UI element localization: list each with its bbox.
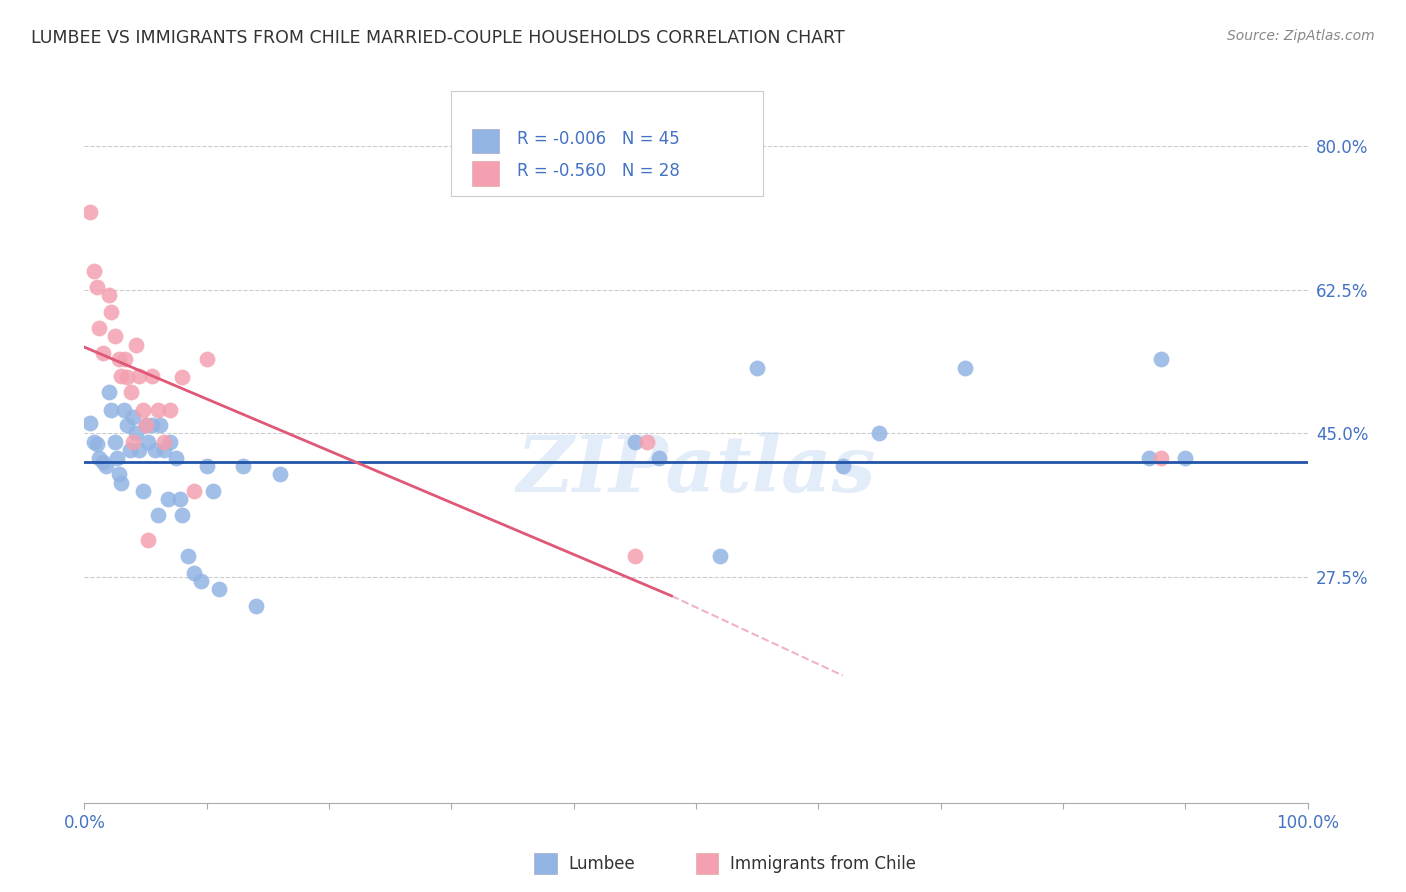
Point (195, 459, 218, 474)
Point (136, 434, 159, 449)
Point (86, 437, 108, 451)
Bar (696, 853, 718, 874)
Point (709, 549, 731, 564)
Text: R = -0.560   N = 28: R = -0.560 N = 28 (517, 162, 681, 180)
Text: Source: ZipAtlas.com: Source: ZipAtlas.com (1227, 29, 1375, 43)
Point (96, 459, 118, 474)
Point (141, 368, 163, 383)
Bar (472, 161, 499, 186)
Point (135, 418, 157, 433)
Point (107, 352, 129, 367)
Point (87, 321, 110, 335)
Point (156, 491, 179, 506)
Point (232, 459, 254, 474)
Point (1137, 450, 1160, 465)
Point (831, 459, 853, 474)
Point (159, 403, 181, 417)
Point (153, 434, 176, 449)
Point (112, 403, 135, 417)
FancyBboxPatch shape (451, 91, 763, 196)
Point (91, 455, 114, 469)
Point (83, 264, 105, 278)
Point (135, 418, 157, 433)
Point (128, 442, 150, 457)
Point (245, 599, 267, 613)
Text: Lumbee: Lumbee (568, 855, 634, 873)
Point (172, 370, 194, 384)
Point (953, 360, 976, 375)
Point (1150, 450, 1173, 465)
Point (114, 352, 136, 367)
Point (122, 409, 145, 424)
Point (91, 346, 114, 360)
Point (190, 574, 212, 588)
Point (624, 549, 647, 564)
Point (97, 385, 120, 400)
Text: Immigrants from Chile: Immigrants from Chile (730, 855, 915, 873)
Point (105, 450, 128, 465)
Point (83, 434, 105, 449)
Text: ZIPatlas: ZIPatlas (516, 433, 876, 508)
Point (86, 280, 108, 294)
Point (869, 426, 891, 441)
Point (136, 533, 159, 547)
Point (107, 467, 129, 482)
Point (143, 442, 166, 457)
Point (146, 403, 169, 417)
Point (149, 418, 172, 433)
Point (177, 549, 200, 564)
Point (183, 483, 205, 498)
Point (104, 329, 127, 343)
Point (153, 442, 176, 457)
Bar (534, 853, 557, 874)
Point (1174, 450, 1197, 465)
Point (132, 403, 155, 417)
Point (195, 352, 218, 367)
Point (146, 508, 169, 523)
Point (128, 368, 150, 383)
Point (648, 450, 671, 465)
Point (169, 491, 191, 506)
Text: R = -0.006   N = 45: R = -0.006 N = 45 (517, 130, 681, 148)
Text: LUMBEE VS IMMIGRANTS FROM CHILE MARRIED-COUPLE HOUSEHOLDS CORRELATION CHART: LUMBEE VS IMMIGRANTS FROM CHILE MARRIED-… (31, 29, 845, 46)
Point (104, 434, 127, 449)
Point (110, 368, 132, 383)
Point (79, 417, 101, 431)
Point (110, 475, 132, 490)
Point (115, 370, 138, 384)
Point (624, 434, 647, 449)
Point (100, 403, 122, 417)
Point (120, 385, 142, 400)
Point (165, 450, 187, 465)
Point (159, 434, 181, 449)
Point (636, 434, 658, 449)
Point (208, 582, 231, 597)
Point (97, 288, 120, 302)
Point (132, 483, 155, 498)
Point (183, 566, 205, 580)
Point (115, 418, 138, 433)
Point (100, 305, 122, 319)
Point (747, 360, 769, 375)
Point (201, 483, 224, 498)
Bar (472, 129, 499, 153)
Point (172, 508, 194, 523)
Point (1150, 352, 1173, 367)
Point (122, 434, 145, 449)
Point (125, 337, 148, 351)
Point (141, 418, 163, 433)
Point (79, 204, 101, 219)
Point (87, 450, 110, 465)
Point (125, 426, 148, 441)
Point (118, 442, 141, 457)
Point (269, 467, 291, 482)
